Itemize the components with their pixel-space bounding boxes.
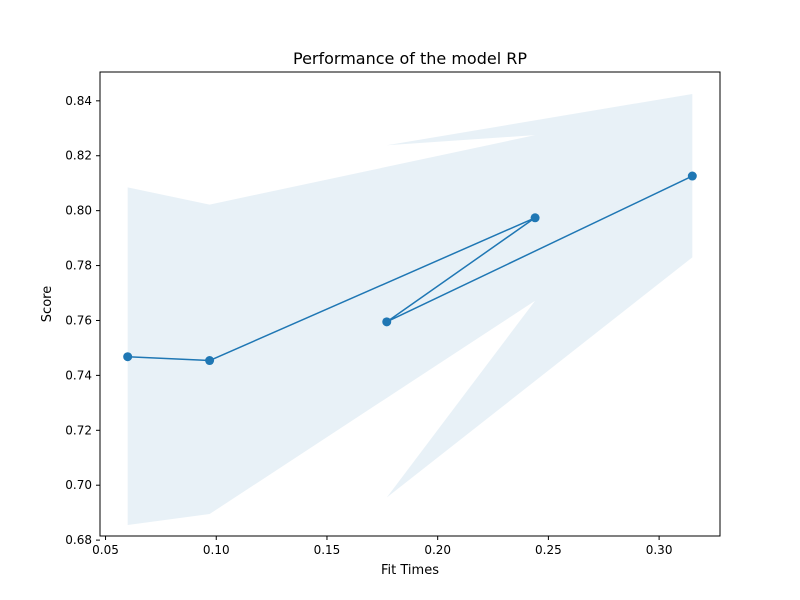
confidence-band	[127, 93, 693, 526]
x-tick-label: 0.20	[424, 543, 451, 557]
x-tick-label: 0.30	[646, 543, 673, 557]
y-tick-label: 0.72	[65, 423, 92, 437]
y-tick-label: 0.70	[65, 478, 92, 492]
x-tick-label: 0.25	[535, 543, 562, 557]
y-tick-label: 0.84	[65, 94, 92, 108]
x-axis: 0.05 0.10 0.15 0.20 0.25 0.30	[92, 536, 672, 557]
data-point	[123, 352, 133, 362]
data-point	[205, 356, 215, 366]
x-tick-label: 0.15	[314, 543, 341, 557]
plot-area	[123, 93, 697, 526]
y-tick-label: 0.74	[65, 368, 92, 382]
y-tick-label: 0.68	[65, 533, 92, 547]
y-tick-label: 0.76	[65, 313, 92, 327]
data-point	[530, 213, 540, 223]
chart-title: Performance of the model RP	[293, 49, 527, 68]
data-point	[382, 317, 392, 327]
y-axis-label: Score	[40, 286, 55, 322]
y-tick-label: 0.78	[65, 259, 92, 273]
y-tick-label: 0.82	[65, 149, 92, 163]
y-tick-label: 0.80	[65, 204, 92, 218]
axes-frame	[99, 71, 721, 537]
data-point	[687, 171, 697, 181]
y-axis: 0.68 0.70 0.72 0.74 0.76 0.78 0.80 0.82 0.84	[65, 94, 100, 547]
x-tick-label: 0.05	[92, 543, 119, 557]
x-axis-label: Fit Times	[381, 563, 439, 578]
x-tick-label: 0.10	[203, 543, 230, 557]
